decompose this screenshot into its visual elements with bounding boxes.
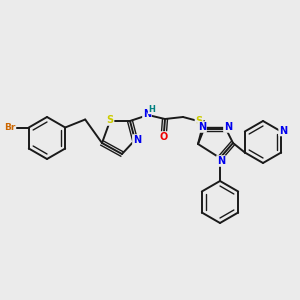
Text: N: N: [198, 122, 206, 132]
Text: O: O: [160, 132, 168, 142]
Text: N: N: [217, 156, 225, 166]
Text: Br: Br: [4, 123, 16, 132]
Text: S: S: [106, 115, 114, 125]
Text: N: N: [224, 122, 232, 132]
Text: N: N: [279, 125, 287, 136]
Text: H: H: [148, 104, 155, 113]
Text: N: N: [143, 109, 151, 119]
Text: S: S: [195, 116, 203, 126]
Text: N: N: [133, 135, 141, 145]
